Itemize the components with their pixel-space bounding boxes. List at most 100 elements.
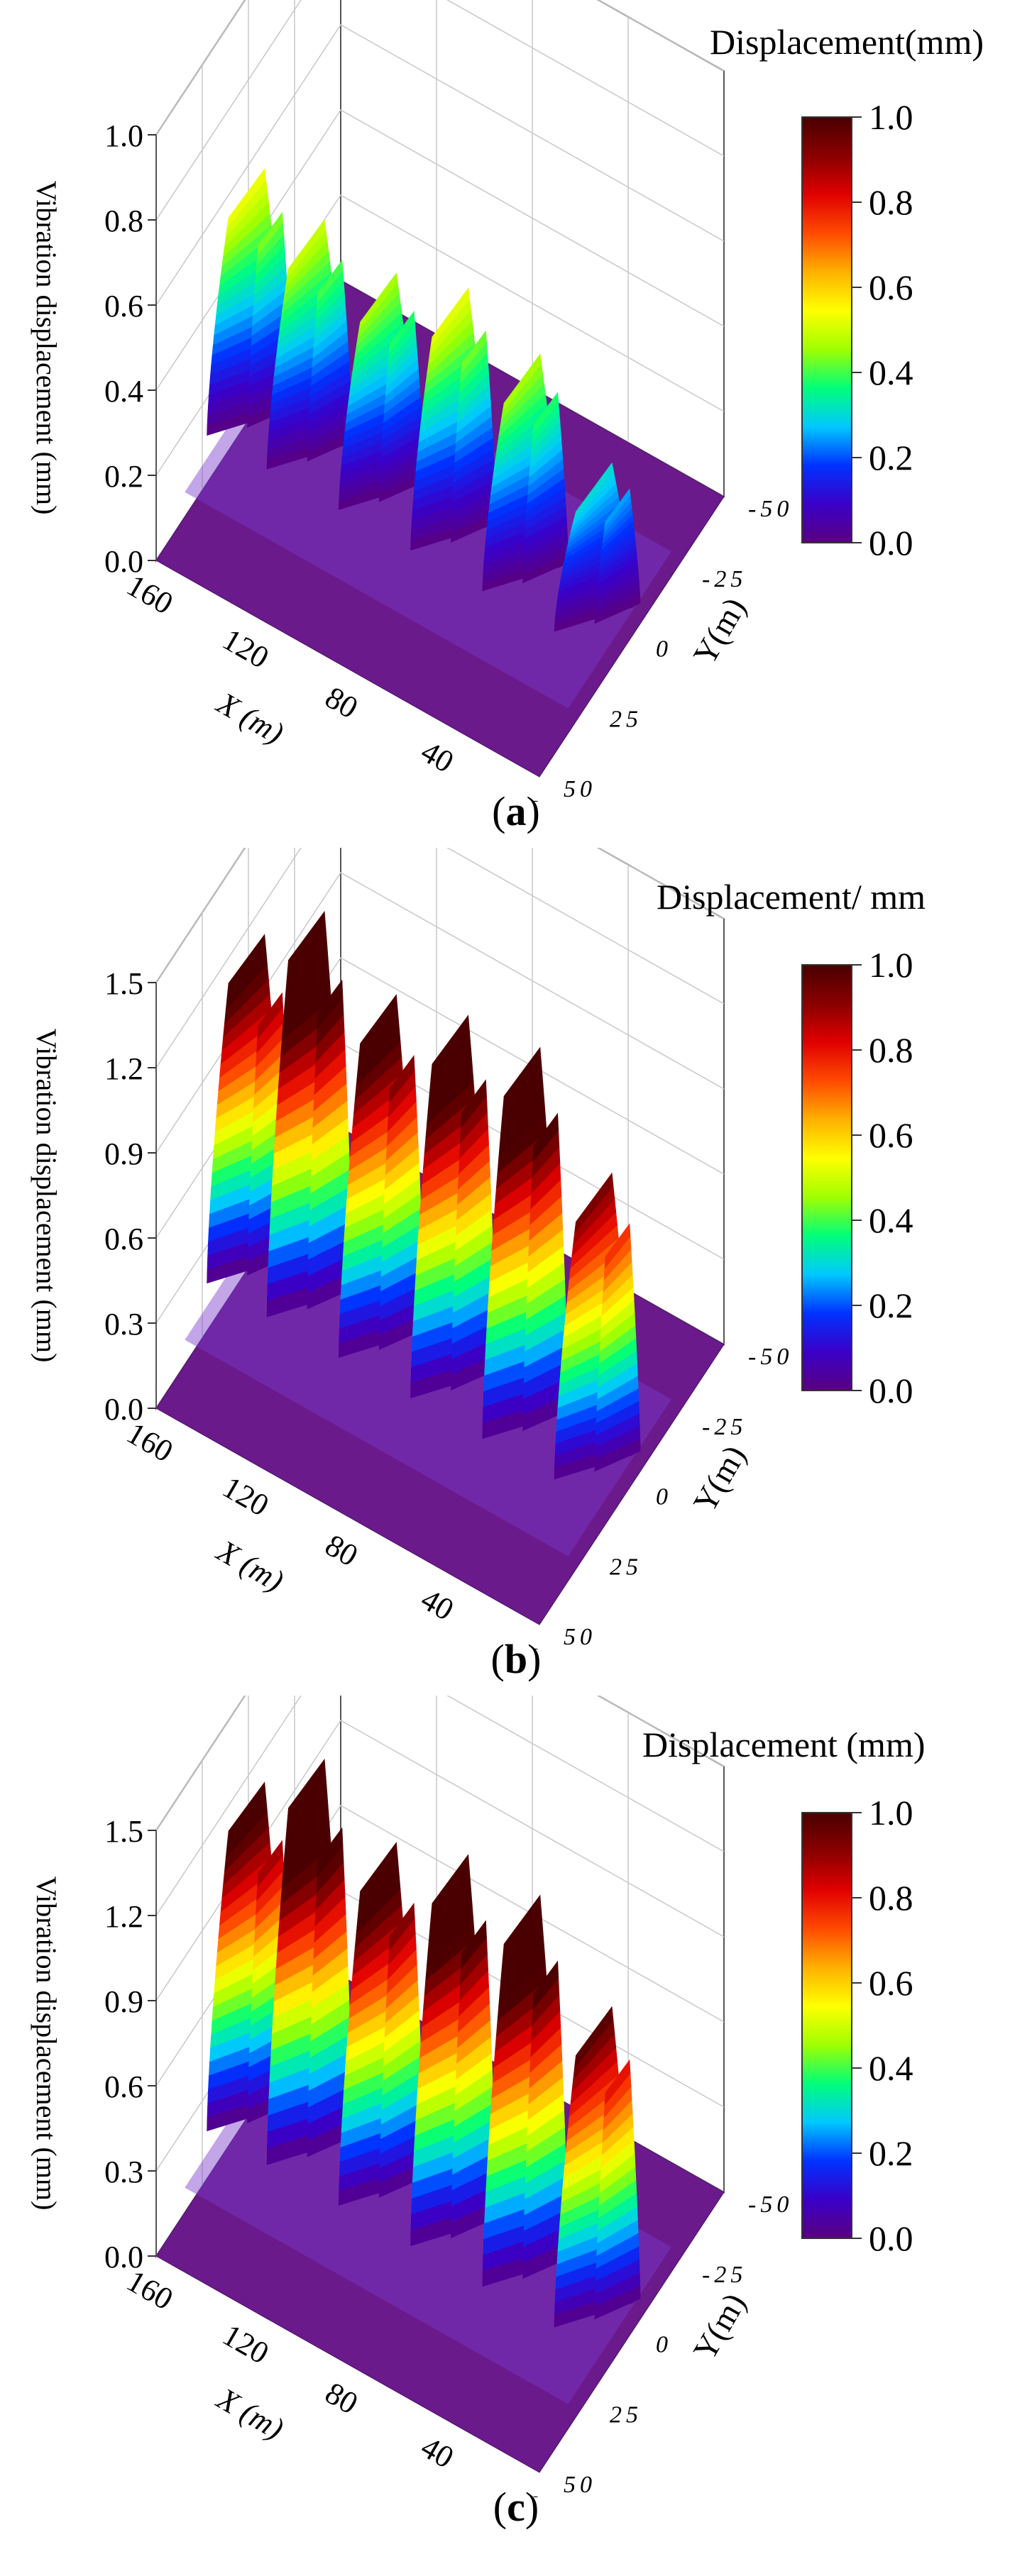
z-tick-label: 0.6	[104, 289, 143, 324]
colorbar-tick-label: 0.0	[869, 1371, 913, 1410]
x-tick-label: 80	[319, 2375, 364, 2421]
x-tick-label: 40	[415, 1581, 460, 1627]
z-tick-label: 0.9	[104, 1137, 143, 1171]
surface-peak	[482, 353, 569, 592]
surface-peak	[266, 1758, 353, 2165]
grid-line-z	[155, 0, 725, 221]
y-axis-title: Y(m)	[686, 592, 753, 671]
x-tick-label: 120	[216, 621, 275, 675]
colorbar	[801, 1812, 852, 2239]
panel-label-b: (b)	[490, 1636, 542, 1682]
z-axis-title: Vibration displacement (mm)	[31, 181, 62, 515]
x-tick-label: 120	[216, 1469, 275, 1522]
grid-line-z	[155, 0, 725, 136]
y-tick-label: 0	[656, 636, 672, 663]
y-tick-label: -25	[702, 566, 747, 592]
y-tick-label: -25	[702, 1414, 747, 1440]
z-tick-label: 0.6	[104, 1222, 143, 1256]
z-tick-label: 1.2	[104, 1051, 143, 1086]
panel-label-a: (a)	[492, 788, 540, 834]
y-axis-title: Y(m)	[686, 1439, 753, 1519]
z-tick-label: 0.6	[104, 2069, 143, 2104]
z-tick-label: 1.5	[104, 966, 143, 1001]
y-tick-label: 0	[656, 1484, 672, 1510]
z-tick-label: 0.3	[104, 1307, 143, 1342]
surface-peak	[410, 287, 497, 551]
colorbar-tick-label: 0.6	[869, 267, 913, 307]
y-tick-label: 25	[610, 1554, 642, 1580]
colorbar-tick-label: 0.4	[869, 1200, 913, 1240]
x-tick-label: 40	[415, 2429, 460, 2475]
z-tick-label: 0.0	[104, 544, 143, 579]
colorbar-title: Displacement (mm)	[642, 1725, 926, 1764]
colorbar-tick-label: 0.2	[869, 2133, 913, 2173]
colorbar-title: Displacement/ mm	[657, 877, 926, 917]
z-tick-label: 1.0	[104, 118, 143, 153]
surface-peak	[482, 1894, 569, 2287]
colorbar-tick-label: 0.0	[869, 523, 913, 563]
colorbar-tick-label: 0.6	[869, 1963, 913, 2003]
colorbar-tick-label: 1.0	[869, 945, 913, 985]
grid-line-z	[155, 848, 725, 983]
colorbar-tick-label: 0.4	[869, 353, 913, 392]
surface-chart-b: 0.0 0.3 0.6 0.9 1.2 1.5 Vibration displacement…	[31, 848, 913, 1649]
colorbar-tick-label: 0.8	[869, 182, 913, 222]
z-tick-label: 0.3	[104, 2155, 143, 2189]
y-tick-label: 50	[564, 776, 596, 802]
y-tick-label: 25	[610, 706, 642, 732]
surface-peak	[482, 1046, 569, 1439]
z-axis-title: Vibration displacement (mm)	[31, 1029, 62, 1363]
grid-line-z	[155, 1696, 725, 1916]
x-axis-title: X (m)	[210, 2380, 290, 2446]
y-tick-label: 25	[610, 2401, 642, 2428]
surface-chart-a: 0.0 0.2 0.4 0.6 0.8 1.0 Vibration displacement…	[31, 0, 913, 802]
surface-peak	[338, 994, 425, 1358]
x-tick-label: 80	[319, 1527, 364, 1573]
z-tick-label: 1.2	[104, 1899, 143, 1934]
colorbar-tick-label: 0.6	[869, 1115, 913, 1155]
colorbar-tick-label: 0.8	[869, 1030, 913, 1070]
surface-peak	[266, 219, 353, 470]
z-axis-title: Vibration displacement (mm)	[31, 1876, 62, 2211]
colorbar-tick-label: 0.8	[869, 1878, 913, 1918]
surface-peak	[554, 1172, 641, 1480]
y-axis-title: Y(m)	[686, 2287, 753, 2367]
surface-chart-c: 0.0 0.3 0.6 0.9 1.2 1.5 Vibration displacement…	[31, 1696, 913, 2497]
surface-peak	[338, 272, 425, 510]
z-tick-label: 0.0	[104, 1392, 143, 1427]
x-axis-title: X (m)	[210, 1532, 290, 1598]
x-tick-label: 80	[319, 680, 364, 725]
z-tick-label: 0.8	[104, 204, 143, 238]
colorbar-tick-label: 0.0	[869, 2218, 913, 2258]
surface-peak	[410, 1015, 497, 1399]
z-tick-label: 0.9	[104, 1984, 143, 2019]
panel-label-c: (c)	[493, 2484, 539, 2530]
x-tick-label: 120	[216, 2317, 275, 2370]
colorbar-tick-label: 1.0	[869, 97, 913, 137]
z-tick-label: 0.2	[104, 459, 143, 494]
y-tick-label: 50	[564, 1624, 596, 1649]
grid-line-z	[155, 109, 725, 391]
colorbar-tick-label: 0.4	[869, 2048, 913, 2088]
colorbar-title: Displacement(mm)	[710, 22, 984, 62]
y-tick-label: -50	[748, 496, 793, 522]
panel-c: 0.0 0.3 0.6 0.9 1.2 1.5 Vibration displacement…	[0, 1696, 1032, 2540]
colorbar	[801, 964, 852, 1391]
panel-a: 0.0 0.2 0.4 0.6 0.8 1.0 Vibration displacement…	[0, 0, 1032, 844]
y-tick-label: -50	[748, 2191, 793, 2218]
x-tick-label: 40	[415, 734, 460, 779]
colorbar-tick-label: 0.2	[869, 1286, 913, 1325]
y-tick-label: 0	[656, 2332, 672, 2358]
surface-peak	[410, 1854, 497, 2247]
y-tick-label: 50	[564, 2472, 596, 2497]
surface-peak	[338, 1842, 425, 2206]
grid-line-z	[155, 872, 725, 1154]
z-tick-label: 0.4	[104, 374, 143, 409]
grid-line-z	[155, 1696, 725, 1831]
z-tick-label: 0.0	[104, 2240, 143, 2274]
y-tick-label: -25	[702, 2262, 747, 2288]
x-axis-title: X (m)	[210, 685, 290, 751]
colorbar	[801, 116, 852, 543]
colorbar-tick-label: 1.0	[869, 1793, 913, 1833]
surface-peak	[554, 2006, 641, 2328]
